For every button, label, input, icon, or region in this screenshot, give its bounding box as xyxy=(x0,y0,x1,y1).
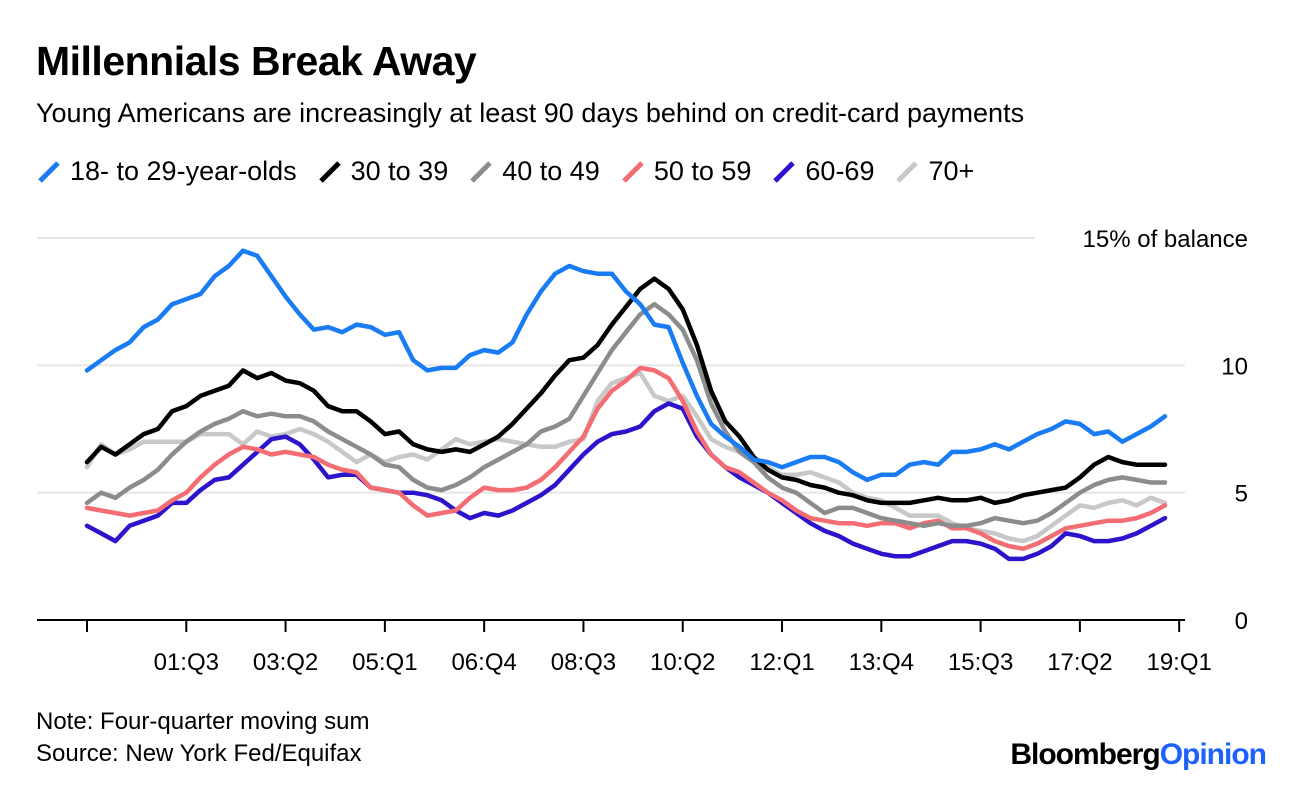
brand-secondary: Opinion xyxy=(1159,738,1267,771)
legend-label-40-49: 40 to 49 xyxy=(502,156,600,186)
legend-swatch-30-39 xyxy=(318,160,341,183)
series-line xyxy=(84,401,1168,562)
x-tick-label: 08:Q3 xyxy=(551,649,616,676)
series-line xyxy=(84,248,1168,483)
legend-item-18-29: 18- to 29-year-olds xyxy=(36,156,297,187)
footnote: Note: Four-quarter moving sum xyxy=(36,708,370,735)
legend: 18- to 29-year-olds 30 to 39 40 to 49 50… xyxy=(36,156,994,187)
series-line xyxy=(84,276,1168,506)
x-tick-label: 01:Q3 xyxy=(154,649,219,676)
x-tick-label: 10:Q2 xyxy=(650,649,715,676)
legend-swatch-50-59 xyxy=(622,160,644,183)
source-line: Source: New York Fed/Equifax xyxy=(36,740,362,767)
legend-item-70-plus: 70+ xyxy=(894,156,974,187)
x-tick-label: 06:Q4 xyxy=(451,649,516,676)
x-tick-label: 03:Q2 xyxy=(253,649,318,676)
y-tick-label: 15% of balance xyxy=(1083,226,1248,253)
legend-label-30-39: 30 to 39 xyxy=(350,156,449,186)
chart-title: Millennials Break Away xyxy=(36,38,477,84)
bloomberg-opinion-logo: BloombergOpinion xyxy=(1010,738,1267,772)
legend-label-70-plus: 70+ xyxy=(928,156,975,186)
legend-item-60-69: 60-69 xyxy=(771,156,874,187)
x-tick-label: 15:Q3 xyxy=(948,649,1013,676)
brand-primary: Bloomberg xyxy=(1010,738,1160,771)
legend-item-50-59: 50 to 59 xyxy=(620,156,752,187)
line-chart: 0 5 10 15% of balance 01:Q3 03:Q2 05:Q1 06:Q4 08… xyxy=(37,226,1248,676)
x-tick-label: 13:Q4 xyxy=(849,649,914,676)
y-tick-label: 10 xyxy=(1221,353,1248,380)
series-line xyxy=(84,365,1168,551)
legend-label-60-69: 60-69 xyxy=(805,156,875,186)
legend-item-40-49: 40 to 49 xyxy=(468,156,600,187)
y-tick-label: 0 xyxy=(1235,608,1248,635)
legend-swatch-18-29 xyxy=(38,160,60,183)
y-tick-label: 5 xyxy=(1235,481,1248,508)
chart-subtitle: Young Americans are increasingly at leas… xyxy=(36,98,1025,128)
x-tick-label: 19:Q1 xyxy=(1146,649,1211,676)
x-tick-label: 17:Q2 xyxy=(1047,649,1112,676)
series-line xyxy=(84,301,1168,529)
legend-swatch-60-69 xyxy=(773,160,796,183)
legend-label-18-29: 18- to 29-year-olds xyxy=(70,156,297,186)
legend-label-50-59: 50 to 59 xyxy=(653,156,752,186)
x-tick-label: 05:Q1 xyxy=(352,649,417,676)
legend-item-30-39: 30 to 39 xyxy=(317,156,449,187)
x-tick-label: 12:Q1 xyxy=(749,649,814,676)
legend-swatch-40-49 xyxy=(470,160,492,183)
legend-swatch-70-plus xyxy=(896,160,919,183)
